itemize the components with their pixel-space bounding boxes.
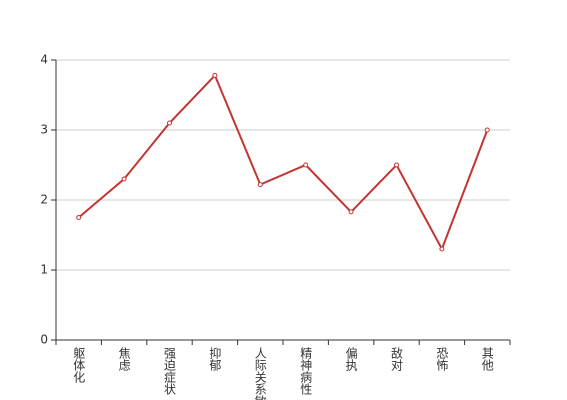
x-tick-label: 偏执 bbox=[344, 346, 358, 372]
x-tick-label: 其他 bbox=[480, 347, 494, 371]
x-tick-label: 躯体化 bbox=[72, 346, 86, 384]
line bbox=[78, 73, 489, 252]
point bbox=[484, 127, 490, 133]
point bbox=[394, 162, 399, 168]
x-tick-label: 人际关系敏感 bbox=[253, 347, 267, 400]
y-tick-label: 3 bbox=[40, 123, 48, 137]
x-tick-label: 恐怖 bbox=[435, 347, 449, 371]
y-tick-label: 4 bbox=[40, 53, 48, 67]
point bbox=[257, 182, 263, 188]
x-tick-label: 焦虑 bbox=[117, 347, 131, 371]
point bbox=[439, 246, 445, 252]
y-tick-label: 1 bbox=[40, 263, 48, 277]
x-tick-label: 抑郁 bbox=[208, 346, 222, 372]
y-tick-label: 2 bbox=[40, 193, 48, 207]
point bbox=[76, 215, 82, 220]
x-tick-label: 精神病性 bbox=[299, 347, 313, 396]
x-tick-label: 强迫症状 bbox=[163, 347, 177, 395]
point bbox=[121, 176, 127, 182]
point bbox=[167, 120, 172, 126]
y-tick-label: 0 bbox=[40, 333, 48, 347]
x-tick-label: 敌对 bbox=[390, 346, 404, 371]
point bbox=[348, 209, 354, 215]
point bbox=[303, 162, 309, 168]
point bbox=[212, 72, 218, 78]
